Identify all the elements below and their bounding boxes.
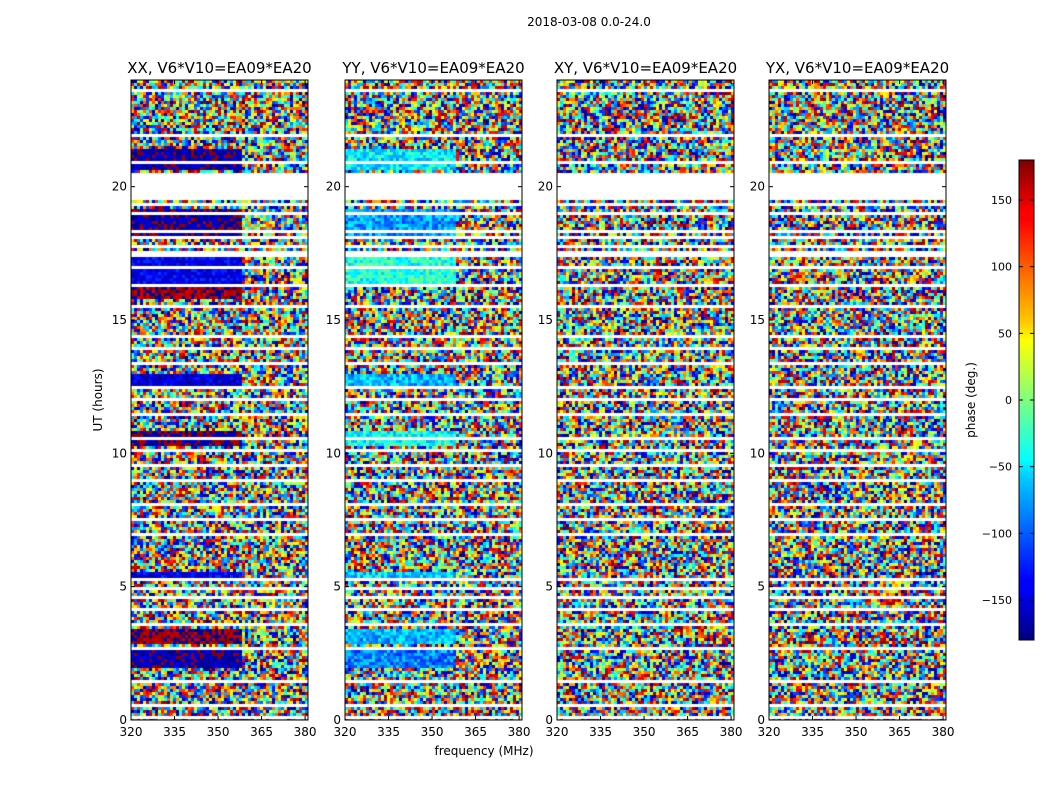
panel-1: XX, V6*V10=EA09*EA20 320 335 350 365 380 0 5 10 1… — [112, 59, 317, 739]
y-tick-label: 20 — [326, 180, 341, 194]
colorbar-tick-label: −150 — [982, 594, 1012, 607]
panel-4-heatmap — [769, 80, 946, 720]
colorbar-tick-label: 100 — [991, 261, 1012, 274]
panel-4-title: YX, V6*V10=EA09*EA20 — [765, 59, 949, 77]
x-tick-label: 350 — [207, 725, 230, 739]
x-tick-label: 365 — [250, 725, 273, 739]
colorbar-tick-label: −50 — [989, 461, 1012, 474]
y-tick-label: 0 — [333, 713, 341, 727]
y-tick-label: 0 — [545, 713, 553, 727]
panel-1-heatmap — [131, 80, 308, 720]
x-tick-label: 380 — [720, 725, 743, 739]
panels: XX, V6*V10=EA09*EA20 320 335 350 365 380 0 5 10 1… — [112, 59, 955, 739]
y-tick-label: 0 — [757, 713, 765, 727]
y-tick-label: 15 — [326, 313, 341, 327]
y-tick-label: 20 — [112, 180, 127, 194]
colorbar-tick-label: 50 — [998, 327, 1012, 340]
x-tick-label: 350 — [845, 725, 868, 739]
y-tick-label: 0 — [119, 713, 127, 727]
x-tick-label: 380 — [508, 725, 531, 739]
x-tick-label: 320 — [120, 725, 143, 739]
y-tick-label: 5 — [119, 580, 127, 594]
y-tick-label: 20 — [538, 180, 553, 194]
x-tick-label: 365 — [464, 725, 487, 739]
y-tick-label: 10 — [326, 446, 341, 460]
colorbar-tick-label: 0 — [1005, 394, 1012, 407]
x-tick-label: 320 — [758, 725, 781, 739]
y-tick-label: 15 — [112, 313, 127, 327]
y-tick-label: 5 — [757, 580, 765, 594]
panel-4: YX, V6*V10=EA09*EA20 320 335 350 365 380 0 5 10 1… — [750, 59, 955, 739]
x-tick-label: 335 — [377, 725, 400, 739]
panel-3-heatmap — [557, 80, 734, 720]
x-tick-label: 365 — [888, 725, 911, 739]
x-tick-label: 335 — [801, 725, 824, 739]
panel-1-title: XX, V6*V10=EA09*EA20 — [127, 59, 311, 77]
y-tick-label: 5 — [545, 580, 553, 594]
panel-3-title: XY, V6*V10=EA09*EA20 — [554, 59, 737, 77]
panel-2: YY, V6*V10=EA09*EA20 320 335 350 365 380 0 5 10 1… — [326, 59, 531, 739]
colorbar-ticks: 150 100 50 0 −50 −100 −150 — [982, 194, 1034, 607]
x-tick-label: 380 — [932, 725, 955, 739]
x-tick-label: 335 — [589, 725, 612, 739]
panel-1-frame — [130, 79, 309, 721]
x-tick-label: 335 — [163, 725, 186, 739]
panel-2-title: YY, V6*V10=EA09*EA20 — [341, 59, 524, 77]
colorbar: 150 100 50 0 −50 −100 −150 phase (deg.) — [964, 159, 1035, 641]
x-axis-label: frequency (MHz) — [434, 744, 533, 758]
y-axis-label: UT (hours) — [91, 368, 105, 431]
colorbar-tick-label: 150 — [991, 194, 1012, 207]
x-tick-label: 350 — [421, 725, 444, 739]
panel-4-frame — [768, 79, 947, 721]
panel-2-heatmap — [345, 80, 522, 720]
colorbar-tick-label: −100 — [982, 527, 1012, 540]
y-tick-label: 15 — [750, 313, 765, 327]
y-tick-label: 10 — [538, 446, 553, 460]
y-tick-label: 5 — [333, 580, 341, 594]
panel-2-frame — [344, 79, 523, 721]
panel-3: XY, V6*V10=EA09*EA20 320 335 350 365 380 0 5 10 1… — [538, 59, 743, 739]
x-tick-label: 350 — [633, 725, 656, 739]
x-tick-label: 320 — [546, 725, 569, 739]
x-tick-label: 320 — [334, 725, 357, 739]
y-tick-label: 15 — [538, 313, 553, 327]
panel-3-frame — [556, 79, 735, 721]
colorbar-label: phase (deg.) — [964, 362, 978, 438]
y-tick-label: 10 — [750, 446, 765, 460]
x-tick-label: 380 — [294, 725, 317, 739]
y-tick-label: 10 — [112, 446, 127, 460]
y-tick-label: 20 — [750, 180, 765, 194]
x-tick-label: 365 — [676, 725, 699, 739]
chart-title: 2018-03-08 0.0-24.0 — [527, 15, 651, 29]
